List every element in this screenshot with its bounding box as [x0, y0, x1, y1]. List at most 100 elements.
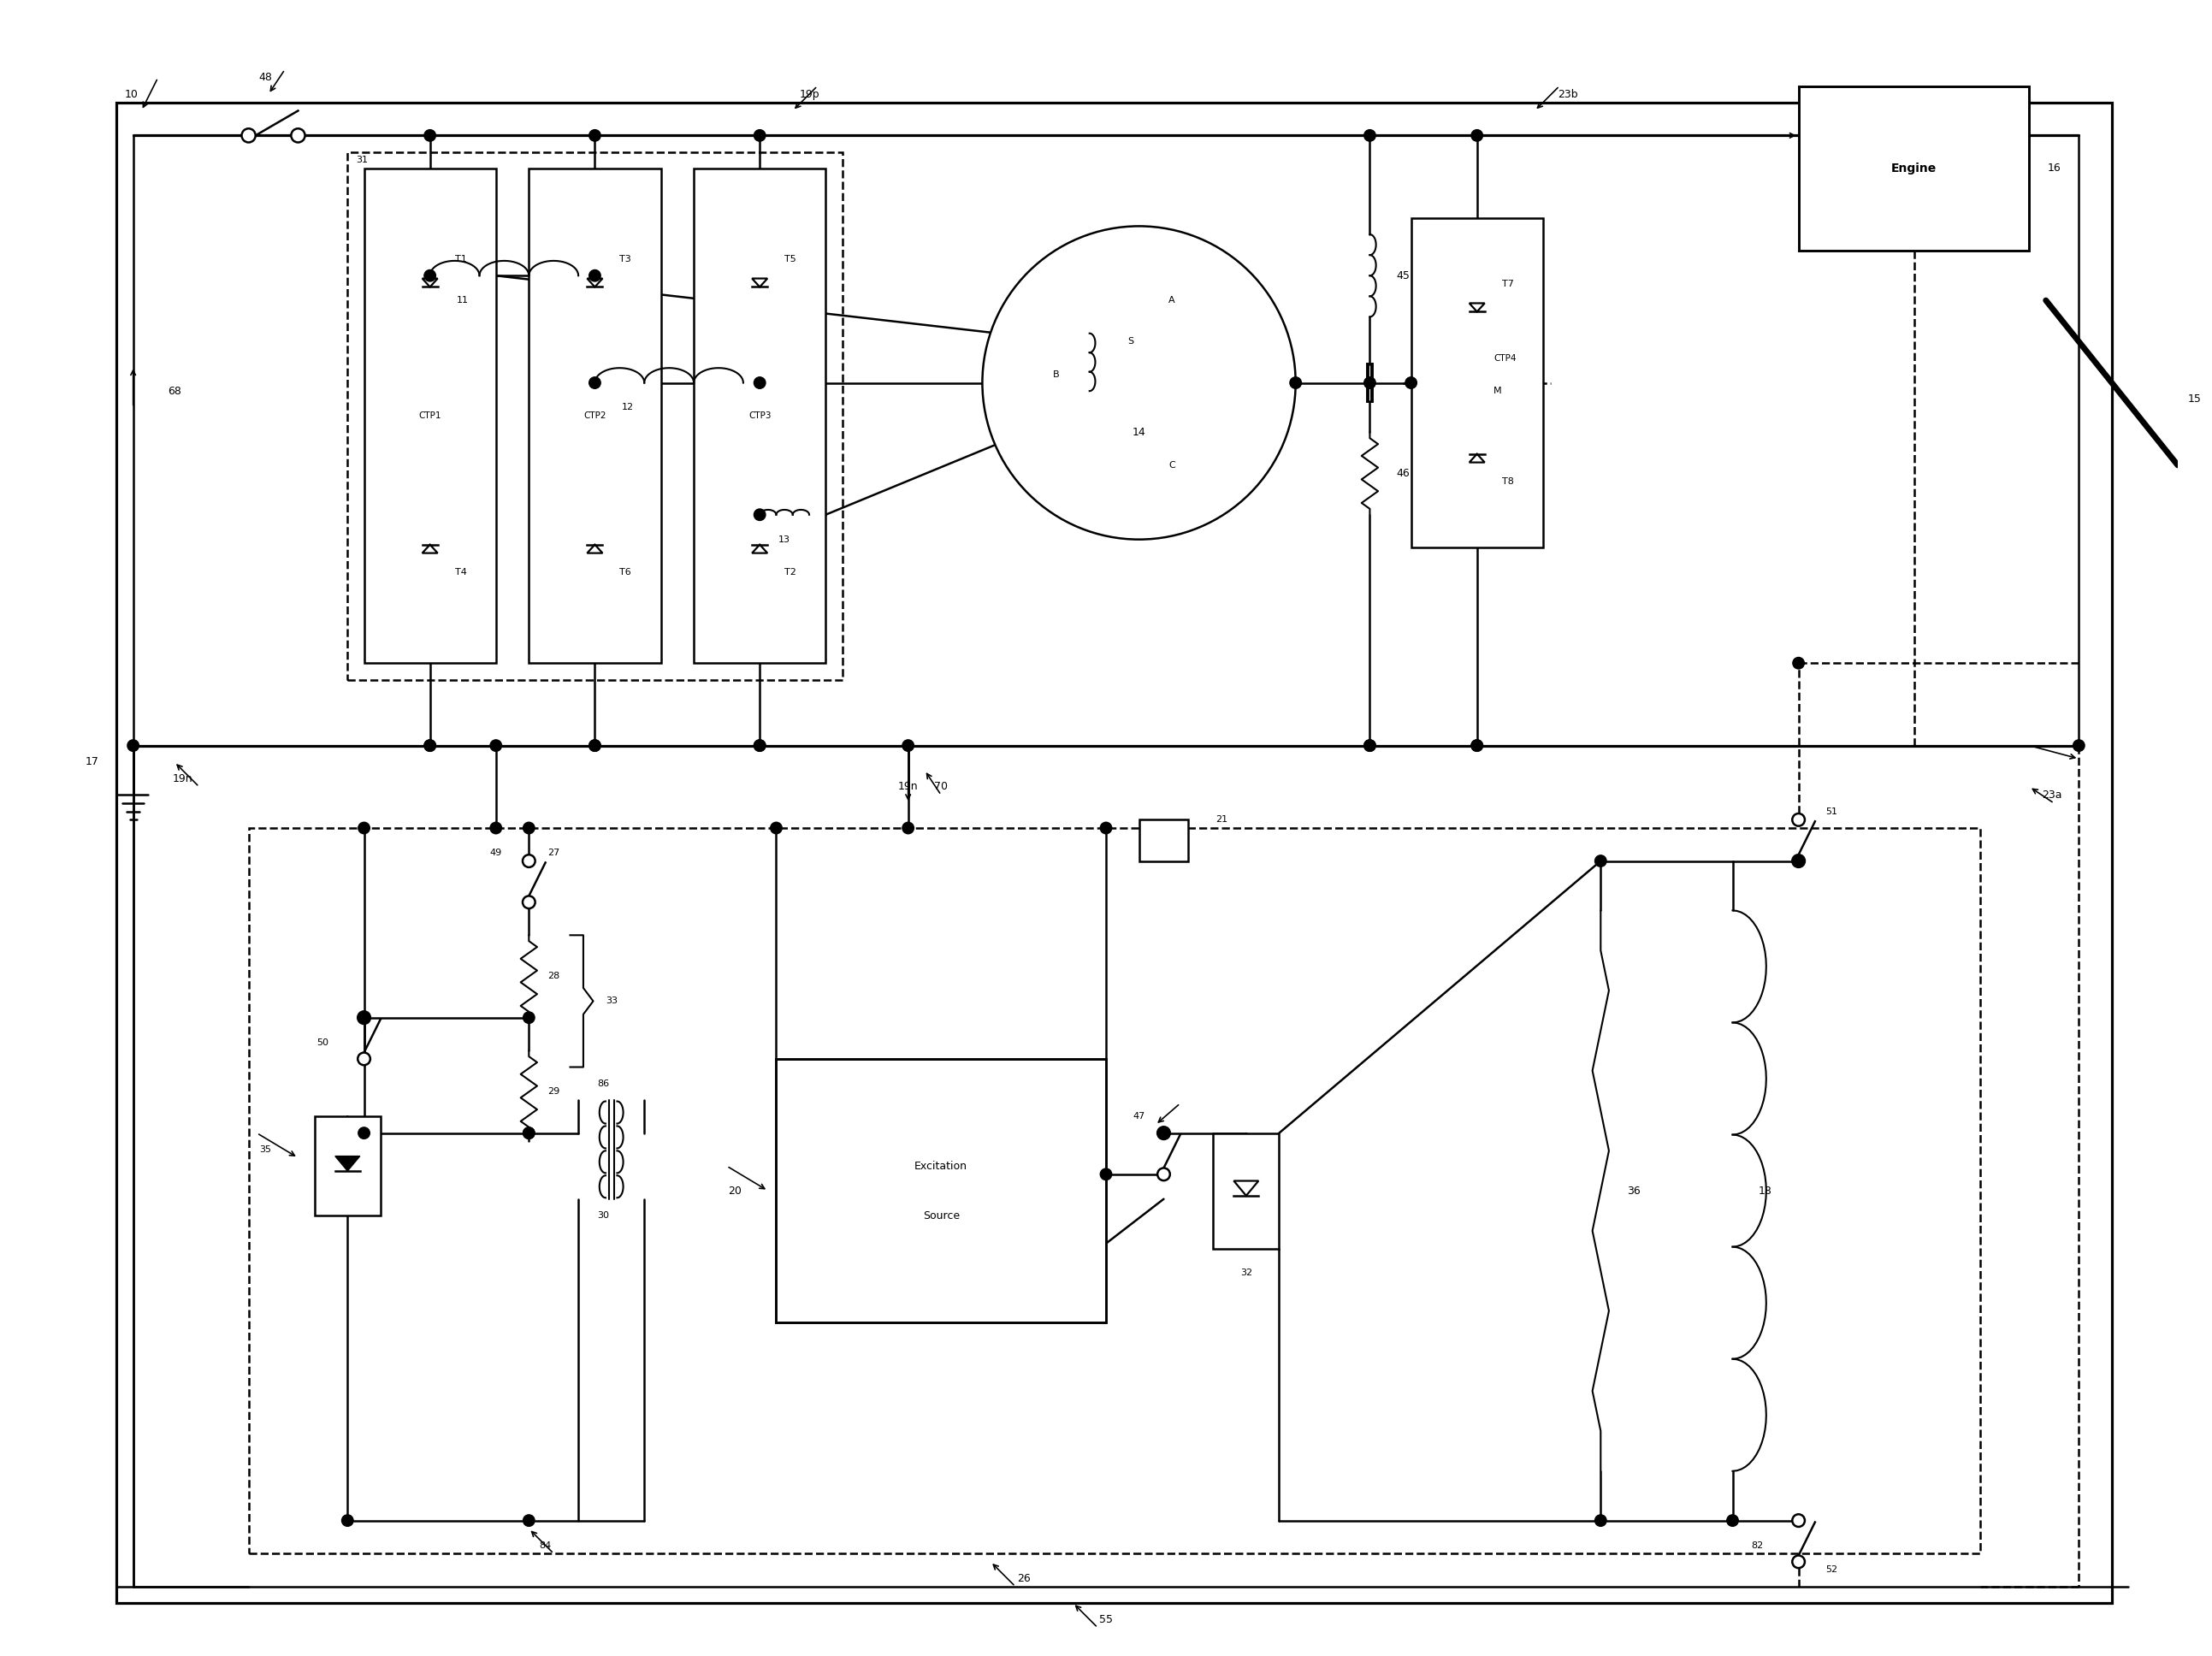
Circle shape	[1792, 1555, 1805, 1568]
Circle shape	[491, 823, 502, 833]
Circle shape	[522, 1012, 535, 1023]
Circle shape	[292, 129, 305, 142]
Text: 18: 18	[1759, 1186, 1772, 1196]
Text: CTP3: CTP3	[748, 411, 772, 421]
Text: 46: 46	[1396, 469, 1409, 479]
Text: 27: 27	[549, 848, 560, 858]
Circle shape	[1365, 129, 1376, 141]
Text: C: C	[1168, 460, 1175, 470]
Circle shape	[588, 740, 602, 752]
Circle shape	[902, 740, 914, 752]
Text: Engine: Engine	[1891, 162, 1938, 174]
Text: T2: T2	[785, 568, 796, 576]
Text: 82: 82	[1752, 1542, 1763, 1550]
Polygon shape	[1168, 336, 1186, 358]
Text: T8: T8	[1502, 477, 1513, 485]
Circle shape	[522, 1515, 535, 1527]
Bar	[1411, 219, 1544, 548]
Text: 21: 21	[1214, 815, 1228, 825]
Text: 52: 52	[1825, 1565, 1838, 1575]
Circle shape	[425, 740, 436, 752]
Circle shape	[588, 270, 602, 282]
Circle shape	[425, 129, 436, 141]
Text: 86: 86	[597, 1080, 608, 1088]
Circle shape	[522, 1128, 535, 1139]
Text: 45: 45	[1396, 270, 1409, 282]
Text: 11: 11	[458, 296, 469, 305]
Text: T4: T4	[456, 568, 467, 576]
Circle shape	[588, 378, 602, 389]
Circle shape	[2073, 740, 2084, 752]
Text: CTP1: CTP1	[418, 411, 440, 421]
Circle shape	[902, 823, 914, 833]
Bar	[365, 169, 495, 662]
Text: 26: 26	[1018, 1573, 1031, 1583]
Text: 12: 12	[622, 404, 635, 412]
Circle shape	[1792, 813, 1805, 826]
Text: 28: 28	[549, 972, 560, 980]
Circle shape	[1157, 1128, 1170, 1139]
Circle shape	[770, 823, 783, 833]
Circle shape	[1157, 1126, 1170, 1139]
Circle shape	[1099, 1169, 1113, 1181]
Circle shape	[522, 854, 535, 868]
Text: 30: 30	[597, 1211, 608, 1220]
Text: 10: 10	[124, 89, 139, 99]
Bar	[776, 1058, 1106, 1323]
Bar	[695, 169, 825, 662]
Bar	[1212, 1133, 1279, 1249]
Circle shape	[358, 1128, 369, 1139]
Text: T7: T7	[1502, 280, 1513, 288]
Circle shape	[522, 896, 535, 909]
Text: T3: T3	[619, 255, 630, 263]
Text: 50: 50	[316, 1038, 330, 1047]
Text: 36: 36	[1626, 1186, 1641, 1196]
Circle shape	[358, 1053, 369, 1065]
Text: 23b: 23b	[1557, 89, 1577, 99]
Text: 20: 20	[728, 1186, 741, 1196]
Text: 23a: 23a	[2042, 790, 2062, 800]
Circle shape	[425, 270, 436, 282]
Text: 55: 55	[1099, 1615, 1113, 1625]
Circle shape	[1728, 1515, 1739, 1527]
Circle shape	[754, 508, 765, 520]
Text: 14: 14	[1133, 427, 1146, 437]
Circle shape	[358, 1012, 369, 1023]
Circle shape	[1792, 657, 1805, 669]
Circle shape	[1471, 740, 1482, 752]
Text: 31: 31	[356, 156, 367, 164]
Circle shape	[522, 823, 535, 833]
Text: 35: 35	[259, 1146, 272, 1154]
Text: CTP2: CTP2	[584, 411, 606, 421]
Text: 19n: 19n	[898, 782, 918, 792]
Circle shape	[1365, 378, 1376, 389]
Circle shape	[1792, 1514, 1805, 1527]
Circle shape	[1405, 378, 1418, 389]
Circle shape	[1471, 740, 1482, 752]
Text: 15: 15	[2188, 394, 2201, 404]
Text: 84: 84	[540, 1542, 551, 1550]
Circle shape	[754, 740, 765, 752]
Circle shape	[128, 740, 139, 752]
Circle shape	[491, 740, 502, 752]
Text: T6: T6	[619, 568, 630, 576]
Bar	[347, 152, 843, 679]
Circle shape	[754, 378, 765, 389]
Circle shape	[1471, 129, 1482, 141]
Text: 29: 29	[549, 1088, 560, 1096]
Bar	[1798, 86, 2028, 252]
Text: 19p: 19p	[799, 89, 818, 99]
Text: 33: 33	[606, 997, 617, 1005]
Text: T5: T5	[785, 255, 796, 263]
Circle shape	[1157, 1167, 1170, 1181]
Circle shape	[1595, 854, 1606, 866]
Text: Source: Source	[922, 1211, 960, 1220]
Bar	[1139, 820, 1188, 861]
Bar	[529, 169, 661, 662]
Circle shape	[241, 129, 257, 142]
Text: 13: 13	[779, 535, 790, 543]
Text: 48: 48	[259, 73, 272, 83]
Circle shape	[358, 823, 369, 833]
Circle shape	[358, 1012, 369, 1023]
Text: M: M	[1493, 388, 1502, 396]
